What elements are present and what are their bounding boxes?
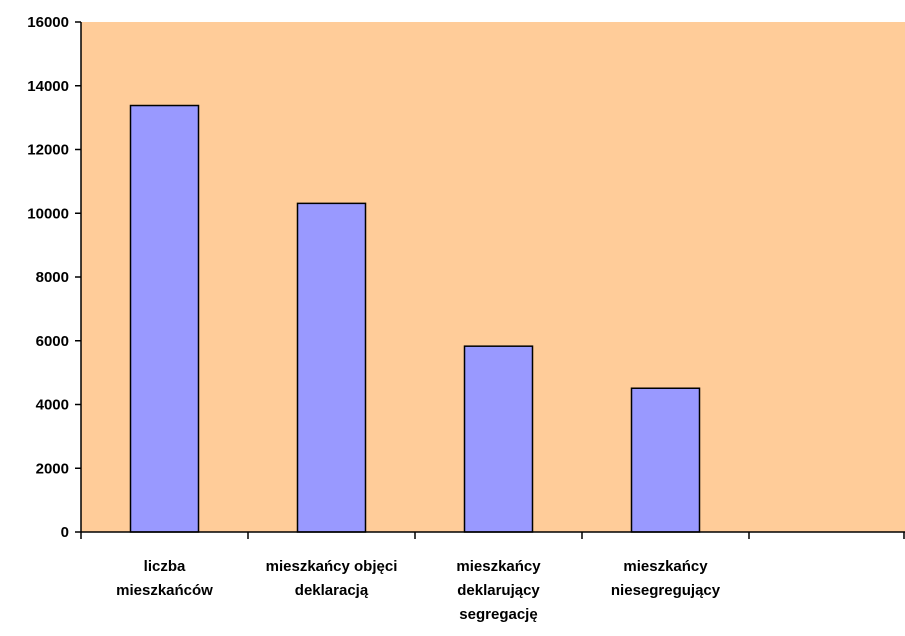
y-tick-label: 6000	[36, 333, 69, 350]
x-category-label: mieszkańcy objęci	[266, 558, 398, 575]
x-axis-labels: liczba mieszkańców mieszkańcy objęci deklar…	[116, 558, 721, 623]
bar-2	[463, 345, 534, 533]
x-category-label: liczba	[144, 558, 186, 575]
x-category-label: mieszkańcy	[623, 558, 708, 575]
y-tick-label: 16000	[27, 14, 69, 31]
bars	[129, 104, 701, 533]
y-tick-label: 2000	[36, 460, 69, 477]
x-axis-ticks	[80, 532, 905, 539]
y-tick-label: 14000	[27, 78, 69, 95]
x-category-label: deklaracją	[295, 582, 369, 599]
bar-3	[630, 387, 701, 533]
y-tick-label: 10000	[27, 205, 69, 222]
bar-0	[129, 104, 200, 533]
y-tick-label: 0	[61, 524, 69, 541]
y-tick-label: 12000	[27, 142, 69, 159]
y-tick-label: 4000	[36, 397, 69, 414]
bar-1	[296, 202, 367, 533]
y-axis-ticks: 0 2000 4000 6000 8000 10000 12000 14000 16000	[27, 14, 81, 541]
x-category-label: segregację	[459, 606, 537, 623]
y-tick-label: 8000	[36, 269, 69, 286]
x-category-label: niesegregujący	[611, 582, 721, 599]
x-category-label: mieszkańcy	[456, 558, 541, 575]
x-category-label: mieszkańców	[116, 582, 213, 599]
x-category-label: deklarujący	[457, 582, 540, 599]
